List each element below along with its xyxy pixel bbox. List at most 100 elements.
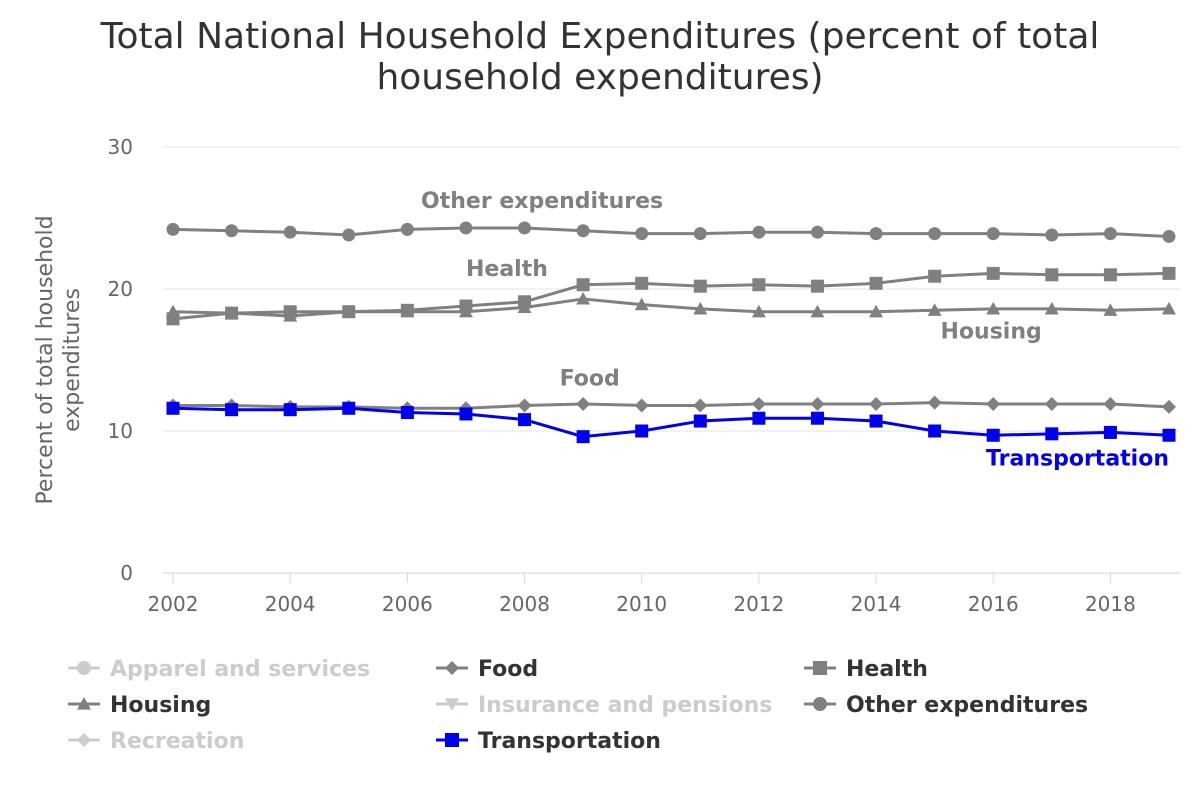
other-expenditures-point-2014: [869, 227, 883, 241]
legend-label: Housing: [110, 693, 211, 718]
y-tick-label: 30: [108, 135, 133, 159]
legend-item-apparel-and-services[interactable]: Apparel and services: [68, 657, 370, 682]
food-point-2016: [986, 397, 1001, 412]
series-food: [166, 395, 1176, 416]
other-expenditures-point-2010: [635, 227, 649, 241]
health-point-2018: [1103, 268, 1117, 282]
series-housing: [166, 291, 1176, 322]
transportation-point-2009: [576, 430, 590, 444]
housing-line: [172, 297, 1170, 318]
chart-title-line-2: household expenditures): [376, 57, 823, 98]
transportation-point-2006: [400, 406, 414, 420]
other-expenditures-point-2003: [225, 224, 239, 238]
legend-item-recreation[interactable]: Recreation: [68, 729, 244, 754]
legend-label: Food: [478, 657, 538, 682]
transportation-point-2019: [1162, 428, 1176, 442]
series-layer: [166, 221, 1176, 444]
other-expenditures-point-2015: [928, 227, 942, 241]
housing-point-2013: [810, 304, 825, 318]
other-expenditures-point-2004: [283, 225, 297, 239]
other-expenditures-point-2008: [518, 221, 532, 235]
x-tick-label: 2016: [968, 592, 1019, 616]
food-point-2014: [869, 397, 884, 412]
legend-item-insurance-and-pensions[interactable]: Insurance and pensions: [436, 693, 772, 718]
transportation-point-2014: [869, 414, 883, 428]
legend-marker-recreation-icon: [77, 733, 91, 747]
legend-marker-apparel-and-services-icon: [77, 661, 91, 675]
health-point-2019: [1162, 266, 1176, 280]
health-point-2004: [283, 305, 297, 319]
legend-item-health[interactable]: Health: [804, 657, 928, 682]
series-transportation: [166, 401, 1176, 444]
legend-marker-other-expenditures-icon: [813, 697, 827, 711]
other-expenditures-point-2013: [810, 225, 824, 239]
series-other-expenditures: [166, 221, 1176, 243]
series-label-housing: Housing: [941, 319, 1042, 344]
housing-point-2010: [634, 297, 649, 311]
transportation-point-2015: [928, 424, 942, 438]
series-label-other-expenditures: Other expenditures: [421, 189, 663, 214]
transportation-point-2013: [810, 411, 824, 425]
y-axis-title-line-2: expenditures: [60, 288, 85, 432]
health-line: [172, 271, 1170, 321]
legend-item-other-expenditures[interactable]: Other expenditures: [804, 693, 1088, 718]
housing-point-2019: [1162, 301, 1176, 315]
y-tick-label: 20: [108, 277, 133, 301]
health-point-2013: [810, 279, 824, 293]
x-tick-label: 2002: [148, 592, 199, 616]
y-tick-label: 0: [120, 561, 133, 585]
series-label-transportation: Transportation: [986, 446, 1169, 471]
legend-marker-insurance-and-pensions-icon: [445, 698, 459, 711]
food-point-2015: [927, 395, 942, 410]
transportation-point-2012: [752, 411, 766, 425]
housing-point-2015: [927, 303, 942, 316]
y-axis-title-line-1: Percent of total household: [33, 215, 58, 504]
food-point-2011: [693, 398, 708, 413]
y-tick-label: 10: [108, 419, 133, 443]
health-point-2015: [928, 269, 942, 283]
health-point-2005: [342, 305, 356, 319]
other-expenditures-point-2011: [693, 227, 707, 241]
legend-label: Health: [846, 657, 928, 682]
legend-item-housing[interactable]: Housing: [68, 693, 211, 718]
x-tick-label: 2006: [382, 592, 433, 616]
other-expenditures-line: [172, 226, 1170, 238]
legend-marker-transportation-icon: [445, 733, 459, 747]
x-tick-label: 2004: [265, 592, 316, 616]
legend-label: Apparel and services: [110, 657, 370, 682]
food-point-2019: [1162, 399, 1176, 414]
housing-point-2012: [751, 304, 766, 318]
housing-point-2011: [693, 301, 708, 315]
other-expenditures-point-2005: [342, 228, 356, 242]
other-expenditures-point-2016: [986, 227, 1000, 241]
x-tick-label: 2008: [499, 592, 550, 616]
transportation-point-2018: [1103, 425, 1117, 439]
health-point-2008: [518, 295, 532, 309]
transportation-point-2008: [518, 413, 532, 427]
other-expenditures-point-2018: [1103, 227, 1117, 241]
x-tick-label: 2010: [616, 592, 667, 616]
transportation-point-2005: [342, 401, 356, 415]
series-health: [166, 266, 1176, 326]
legend-marker-food-icon: [445, 661, 459, 675]
housing-point-2016: [986, 301, 1001, 315]
transportation-point-2016: [986, 428, 1000, 442]
health-point-2017: [1045, 268, 1059, 282]
food-line: [173, 401, 1170, 410]
other-expenditures-point-2017: [1045, 228, 1059, 242]
other-expenditures-point-2002: [166, 222, 180, 236]
grid-lines: [163, 146, 1180, 432]
food-point-2008: [517, 398, 532, 413]
x-tick-label: 2018: [1085, 592, 1136, 616]
health-point-2016: [986, 266, 1000, 280]
series-label-food: Food: [560, 366, 620, 391]
health-point-2011: [693, 279, 707, 293]
legend-item-food[interactable]: Food: [436, 657, 538, 682]
transportation-point-2004: [283, 403, 297, 417]
housing-point-2018: [1103, 303, 1118, 316]
legend-item-transportation[interactable]: Transportation: [436, 729, 661, 754]
other-expenditures-point-2012: [752, 225, 766, 239]
chart-title-line-1: Total National Household Expenditures (p…: [100, 16, 1100, 57]
health-point-2010: [635, 276, 649, 290]
